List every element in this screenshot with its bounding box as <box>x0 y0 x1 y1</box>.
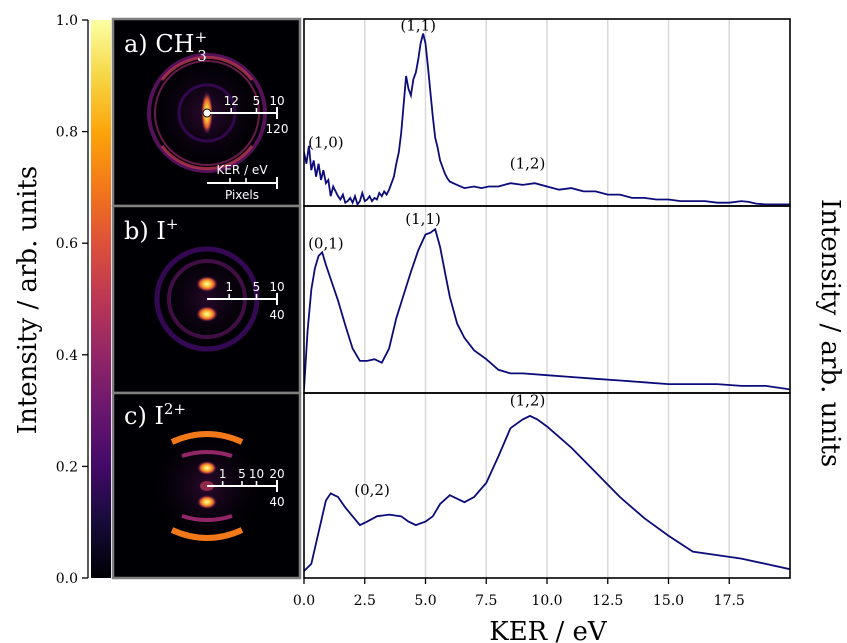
x-tick-label: 12.5 <box>592 593 623 609</box>
x-tick-label: 17.5 <box>714 593 745 609</box>
scale-bar-ker-label: 12 <box>224 94 239 108</box>
x-tick-label: 7.5 <box>475 593 497 609</box>
colorbar-tick-label: 0.4 <box>56 348 78 364</box>
scale-bar-pixel-label: 40 <box>269 495 284 509</box>
colorbar-tick-label: 0.0 <box>56 571 78 587</box>
colorbar-tick-label: 0.6 <box>56 236 78 252</box>
peak-label: (1,1) <box>400 16 436 34</box>
legend-pixel-label: Pixels <box>225 188 259 202</box>
x-tick-label: 10.0 <box>531 593 562 609</box>
scale-bar-ker-label: 5 <box>253 94 261 108</box>
scale-bar-ker-label: 1 <box>219 467 227 481</box>
panel-label-c: c) I2+ <box>124 400 186 430</box>
peak-label: (1,2) <box>510 155 546 173</box>
panel-label-b: b) I+ <box>124 215 178 245</box>
series-line-b <box>304 227 790 391</box>
colorbar-tick-label: 1.0 <box>56 13 78 29</box>
scale-bar-pixel-label: 120 <box>266 122 289 136</box>
spectra-plot: (1,0) (1,1) (1,2) (0,1) (1,1) (0,2) (1,2) 0.0 2.… <box>293 16 791 609</box>
colorbar-tick-label: 0.2 <box>56 459 78 475</box>
series-line-c <box>304 414 790 572</box>
scale-bar-ker-label: 10 <box>249 467 264 481</box>
scale-bar-pixel-label: 40 <box>269 308 284 322</box>
x-tick-label: 15.0 <box>653 593 684 609</box>
x-tick-label: 0.0 <box>293 593 315 609</box>
colorbar: 0.0 0.2 0.4 0.6 0.8 1.0 <box>56 13 111 587</box>
scale-bar-ker-label: 5 <box>238 467 246 481</box>
scale-bar-ker-label: 1 <box>225 280 233 294</box>
legend-ker-label: KER / eV <box>216 163 268 177</box>
scale-bar-ker-label: 20 <box>269 467 284 481</box>
left-y-axis-title: Intensity / arb. units <box>13 166 43 434</box>
panel-label-a: a) CH+ 3 <box>124 28 207 65</box>
peak-label: (0,2) <box>354 481 390 499</box>
peak-label: (1,0) <box>308 133 344 151</box>
colorbar-tick-label: 0.8 <box>56 125 78 141</box>
right-y-axis-title: Intensity / arb. units <box>815 199 845 467</box>
peak-label: (1,1) <box>405 210 441 228</box>
x-axis-title: KER / eV <box>489 617 608 643</box>
peak-label: (1,2) <box>510 391 546 409</box>
colorbar-ticks: 0.0 0.2 0.4 0.6 0.8 1.0 <box>56 13 88 587</box>
series-line-a <box>304 33 790 206</box>
scale-bar-ker-label: 10 <box>269 280 284 294</box>
scale-bar-ker-label: 5 <box>253 280 261 294</box>
peak-label: (0,1) <box>308 235 344 253</box>
x-tick-label: 2.5 <box>354 593 376 609</box>
colorbar-gradient <box>91 20 111 578</box>
scale-bar-ker-label: 10 <box>269 94 284 108</box>
panel-labels: a) CH+ 3 b) I+ c) I2+ <box>124 28 207 430</box>
x-tick-label: 5.0 <box>414 593 436 609</box>
